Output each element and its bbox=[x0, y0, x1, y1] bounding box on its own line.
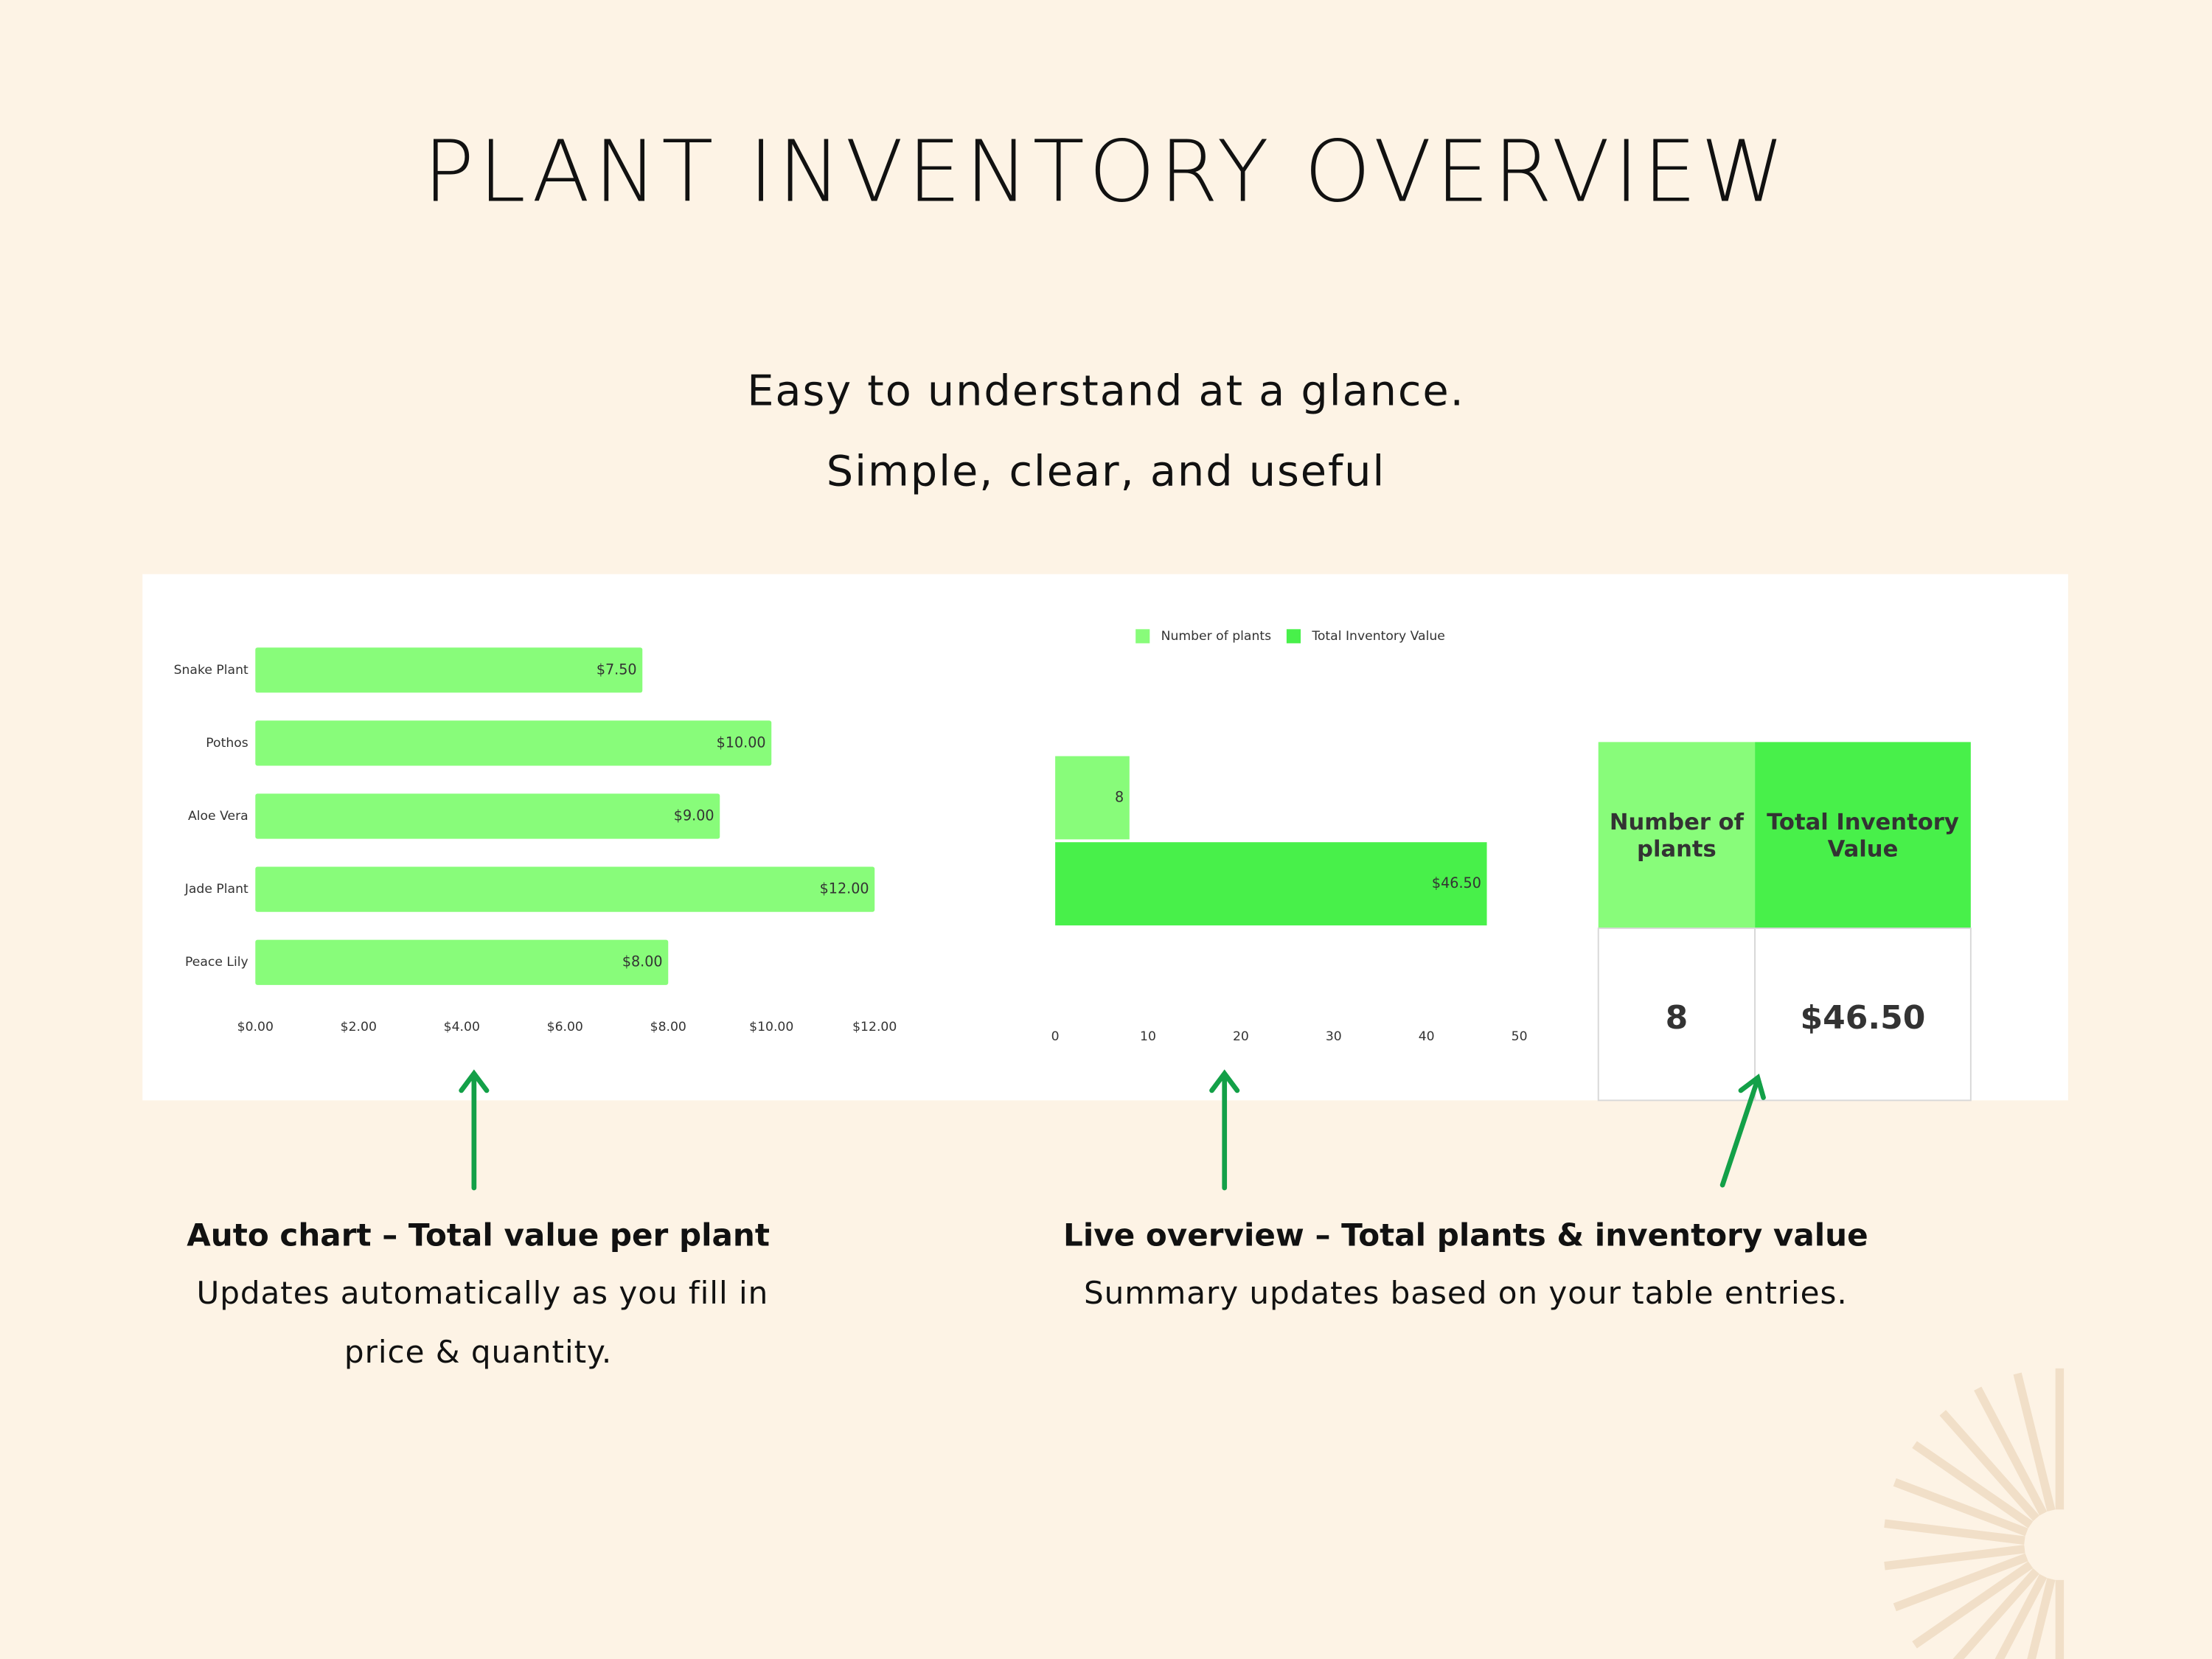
body-cell bbox=[1754, 927, 1972, 1102]
y-tick-label: Jade Plant bbox=[184, 882, 248, 897]
ray bbox=[1994, 1573, 2048, 1659]
x-tick-label: $10.00 bbox=[749, 1020, 793, 1034]
table-cell: Number of plants bbox=[1609, 808, 1744, 863]
caption-text: Summary updates based on your table entr… bbox=[1084, 1275, 1848, 1311]
ray bbox=[2013, 1372, 2056, 1512]
cell-text: 8 bbox=[1665, 1000, 1688, 1037]
x-tick-label: $12.00 bbox=[852, 1020, 897, 1034]
value-label: 8 bbox=[1115, 788, 1124, 805]
ray bbox=[2027, 1578, 2056, 1659]
cell-text: Total Inventory Value bbox=[1767, 808, 1959, 863]
ray bbox=[1893, 1478, 2028, 1537]
ray bbox=[1939, 1410, 2039, 1522]
y-tick-label: Snake Plant bbox=[174, 663, 248, 678]
decoration bbox=[1884, 1368, 2065, 1659]
x-tick-label: 50 bbox=[1512, 1029, 1528, 1044]
value-label: $12.00 bbox=[820, 880, 869, 897]
x-tick-label: 0 bbox=[1051, 1029, 1060, 1044]
x-tick-label: $8.00 bbox=[650, 1020, 686, 1034]
caption-title: Live overview – Total plants & inventory… bbox=[1063, 1217, 1868, 1253]
legend-label: Number of plants bbox=[1161, 629, 1272, 644]
cell-text: $46.50 bbox=[1800, 1000, 1926, 1037]
bar bbox=[255, 793, 720, 839]
overview-chart: 8 $46.50 0 10 20 30 40 50 Number of plants Total … bbox=[1051, 629, 1528, 1044]
caption-text: Updates automatically as you fill in bbox=[196, 1275, 768, 1311]
x-tick-label: $0.00 bbox=[237, 1020, 274, 1034]
value-label: $10.00 bbox=[717, 734, 766, 751]
arrow bbox=[459, 1069, 490, 1191]
value-label: $9.00 bbox=[674, 807, 714, 824]
y-tick-label: Peace Lily bbox=[185, 955, 248, 970]
table-cell: $46.50 bbox=[1800, 1000, 1926, 1037]
value-chart: Snake Plant $7.50 Pothos $10.00 Aloe Vera $9.… bbox=[174, 647, 897, 1034]
table-cell: Total Inventory Value bbox=[1767, 808, 1959, 863]
body-cell bbox=[1597, 927, 1756, 1102]
legend-label: Total Inventory Value bbox=[1311, 629, 1445, 644]
summary-table: Number of plants Total Inventory Value 8 $4… bbox=[1597, 742, 1972, 1102]
x-tick-label: $4.00 bbox=[444, 1020, 480, 1034]
subtitle: Easy to understand at a glance. bbox=[747, 366, 1465, 415]
ray bbox=[1912, 1441, 2034, 1528]
value-label: $7.50 bbox=[597, 661, 637, 678]
arrow bbox=[1719, 1074, 1766, 1188]
x-tick-label: $2.00 bbox=[341, 1020, 377, 1034]
x-tick-label: 40 bbox=[1419, 1029, 1435, 1044]
bar bbox=[255, 939, 669, 985]
ray bbox=[1884, 1545, 2025, 1571]
bar bbox=[1055, 756, 1130, 840]
cell-text: Number of plants bbox=[1609, 808, 1744, 863]
bar bbox=[255, 866, 875, 912]
header-cell bbox=[1598, 742, 1756, 928]
ray bbox=[1884, 1519, 2025, 1545]
ray bbox=[1912, 1561, 2034, 1649]
ray bbox=[1893, 1553, 2028, 1612]
y-tick-label: Aloe Vera bbox=[188, 809, 248, 824]
title: PLANT INVENTORY OVERVIEW bbox=[423, 122, 1789, 221]
arrow bbox=[1209, 1069, 1240, 1191]
legend-swatch bbox=[1286, 629, 1301, 644]
caption-text: price & quantity. bbox=[344, 1334, 612, 1370]
x-tick-label: 30 bbox=[1326, 1029, 1342, 1044]
caption-title: Auto chart – Total value per plant bbox=[187, 1217, 770, 1253]
y-tick-label: Pothos bbox=[206, 736, 248, 751]
value-label: $8.00 bbox=[622, 953, 663, 970]
legend-swatch bbox=[1135, 629, 1150, 644]
x-tick-label: 10 bbox=[1140, 1029, 1156, 1044]
value-label: $46.50 bbox=[1432, 874, 1481, 891]
ray bbox=[1974, 1386, 2048, 1516]
x-tick-label: $6.00 bbox=[547, 1020, 583, 1034]
bar bbox=[255, 720, 772, 766]
header-cell bbox=[1755, 742, 1971, 928]
ray bbox=[1952, 1568, 2039, 1659]
subtitle: Simple, clear, and useful bbox=[827, 446, 1385, 495]
bar bbox=[255, 647, 643, 693]
x-tick-label: 20 bbox=[1233, 1029, 1249, 1044]
table-cell: 8 bbox=[1665, 1000, 1688, 1037]
bar bbox=[1055, 842, 1487, 926]
